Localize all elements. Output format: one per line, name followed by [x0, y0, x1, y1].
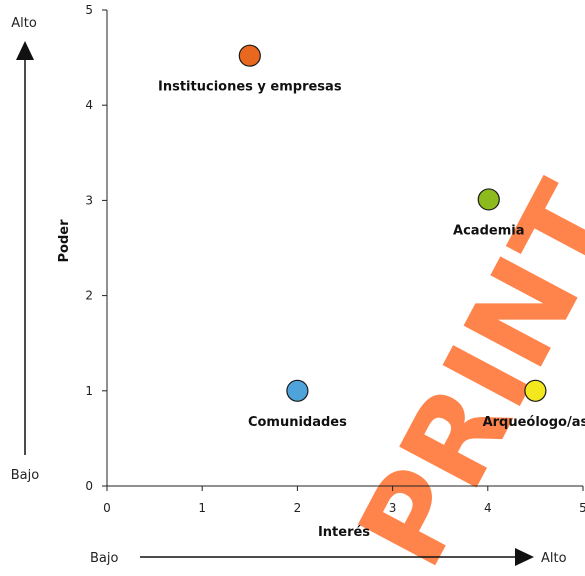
vertical-low-label: Bajo: [11, 468, 39, 483]
x-tick-label: 1: [198, 501, 206, 515]
x-tick-label: 0: [103, 501, 111, 515]
horizontal-arrow-head: [515, 548, 534, 566]
x-tick-label: 3: [389, 501, 397, 515]
y-tick-label: 2: [85, 289, 93, 303]
data-point-label: Academia: [453, 223, 524, 238]
y-tick-label: 0: [85, 479, 93, 493]
horizontal-low-label: Bajo: [90, 551, 118, 566]
data-point-label: Arqueólogo/as: [483, 415, 585, 430]
x-tick-label: 5: [579, 501, 585, 515]
data-point: [286, 379, 309, 402]
data-point-label: Instituciones y empresas: [158, 80, 342, 95]
y-tick-label: 3: [85, 193, 93, 207]
data-point-label: Comunidades: [248, 415, 347, 430]
axes-layer: [106, 10, 583, 487]
horizontal-high-label: Alto: [541, 551, 567, 566]
points-layer: Instituciones y empresas Academia Comunida…: [158, 44, 585, 430]
y-axis-title: Poder: [57, 219, 72, 263]
ticks-layer: 0 1 2 3 4 5 0 1 2 3 4 5 Interés Poder: [57, 3, 585, 540]
y-tick-label: 5: [85, 3, 93, 17]
data-point: [524, 379, 547, 402]
x-tick-label: 2: [294, 501, 302, 515]
vertical-high-label: Alto: [11, 16, 37, 31]
y-tick-label: 4: [85, 98, 93, 112]
y-tick-label: 1: [85, 384, 93, 398]
vertical-arrow-head: [16, 41, 34, 60]
data-point: [477, 188, 500, 211]
data-point: [238, 44, 261, 67]
x-axis-title: Interés: [318, 525, 370, 540]
guides-layer: Alto Bajo Bajo Alto: [11, 16, 567, 566]
x-tick-label: 4: [484, 501, 492, 515]
